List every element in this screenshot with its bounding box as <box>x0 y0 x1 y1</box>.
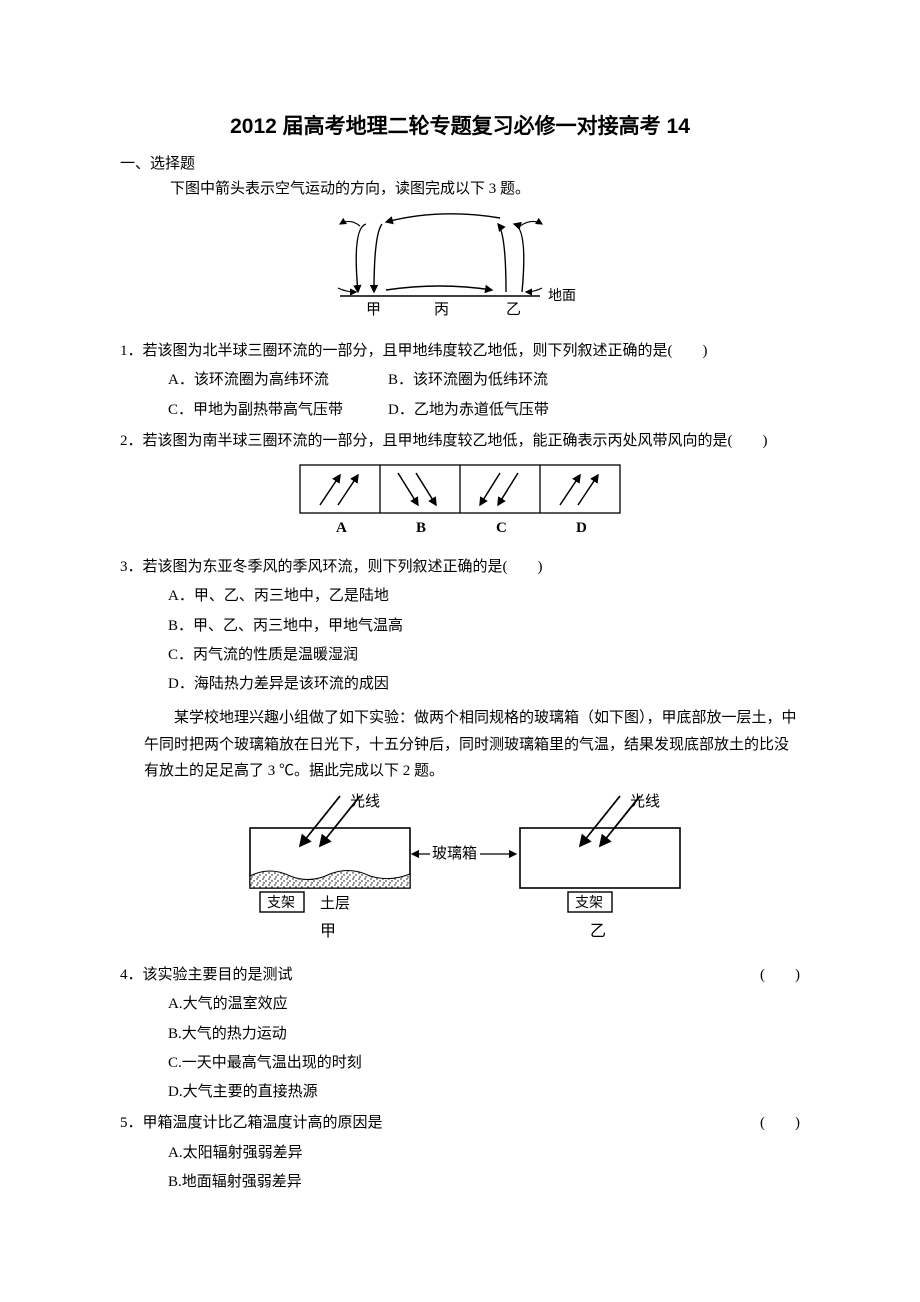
question-3-stem: 3．若该图为东亚冬季风的季风环流，则下列叙述正确的是( ) <box>120 553 800 582</box>
question-5-stem: 5．甲箱温度计比乙箱温度计高的原因是 ( ) <box>120 1109 800 1138</box>
q3-optD: D．海陆热力差异是该环流的成因 <box>168 670 800 699</box>
svg-text:乙: 乙 <box>590 923 606 940</box>
fig1-label-ground: 地面 <box>548 288 576 304</box>
q3-optC: C．丙气流的性质是温暖湿润 <box>168 641 800 670</box>
q3-optB: B．甲、乙、丙三地中，甲地气温高 <box>168 612 800 641</box>
figure-wind-options: A B C D <box>120 460 800 545</box>
svg-text:B: B <box>416 520 426 536</box>
svg-text:光线: 光线 <box>630 793 660 810</box>
question-2: 2．若该图为南半球三圈环流的一部分，且甲地纬度较乙地低，能正确表示丙处风带风向的… <box>120 427 800 456</box>
page-title: 2012 届高考地理二轮专题复习必修一对接高考 14 <box>120 110 800 140</box>
q5-optB: B.地面辐射强弱差异 <box>168 1168 800 1197</box>
svg-text:支架: 支架 <box>267 895 295 911</box>
fig1-label-right: 乙 <box>506 302 521 318</box>
figure-glassbox: 支架 光线 土层 甲 玻璃箱 支架 光线 乙 <box>120 788 800 953</box>
question-4-stem: 4．该实验主要目的是测试 ( ) <box>120 961 800 990</box>
q3-optA: A．甲、乙、丙三地中，乙是陆地 <box>168 582 800 611</box>
svg-text:C: C <box>496 520 507 536</box>
q4-optC: C.一天中最高气温出现的时刻 <box>168 1049 800 1078</box>
svg-text:玻璃箱: 玻璃箱 <box>432 845 477 862</box>
question-2-stem: 2．若该图为南半球三圈环流的一部分，且甲地纬度较乙地低，能正确表示丙处风带风向的… <box>120 427 800 456</box>
q1-optA: A．该环流圈为高纬环流 <box>168 366 388 395</box>
question-4: 4．该实验主要目的是测试 ( ) A.大气的温室效应 B.大气的热力运动 C.一… <box>120 961 800 1107</box>
svg-text:A: A <box>336 520 347 536</box>
document-page: 2012 届高考地理二轮专题复习必修一对接高考 14 一、选择题 下图中箭头表示… <box>0 0 920 1237</box>
fig1-label-left: 甲 <box>366 302 381 318</box>
figure-circulation: 甲 丙 乙 地面 <box>120 204 800 329</box>
section-heading: 一、选择题 <box>120 152 800 173</box>
passage-experiment: 某学校地理兴趣小组做了如下实验：做两个相同规格的玻璃箱（如下图），甲底部放一层土… <box>144 705 800 784</box>
q1-optD: D．乙地为赤道低气压带 <box>388 396 608 425</box>
svg-text:土层: 土层 <box>320 895 350 912</box>
question-5: 5．甲箱温度计比乙箱温度计高的原因是 ( ) A.太阳辐射强弱差异 B.地面辐射… <box>120 1109 800 1197</box>
q4-optB: B.大气的热力运动 <box>168 1020 800 1049</box>
fig1-label-mid: 丙 <box>434 302 449 318</box>
question-3: 3．若该图为东亚冬季风的季风环流，则下列叙述正确的是( ) A．甲、乙、丙三地中… <box>120 553 800 699</box>
question-1-stem: 1．若该图为北半球三圈环流的一部分，且甲地纬度较乙地低，则下列叙述正确的是( ) <box>120 337 800 366</box>
svg-text:D: D <box>576 520 587 536</box>
q1-optB: B．该环流圈为低纬环流 <box>388 366 608 395</box>
q4-optA: A.大气的温室效应 <box>168 990 800 1019</box>
q4-optD: D.大气主要的直接热源 <box>168 1078 800 1107</box>
svg-text:支架: 支架 <box>575 895 603 911</box>
q1-optC: C．甲地为副热带高气压带 <box>168 396 388 425</box>
q5-optA: A.太阳辐射强弱差异 <box>168 1139 800 1168</box>
question-1: 1．若该图为北半球三圈环流的一部分，且甲地纬度较乙地低，则下列叙述正确的是( )… <box>120 337 800 425</box>
svg-text:光线: 光线 <box>350 793 380 810</box>
intro-text: 下图中箭头表示空气运动的方向，读图完成以下 3 题。 <box>140 177 800 198</box>
svg-text:甲: 甲 <box>320 923 336 940</box>
